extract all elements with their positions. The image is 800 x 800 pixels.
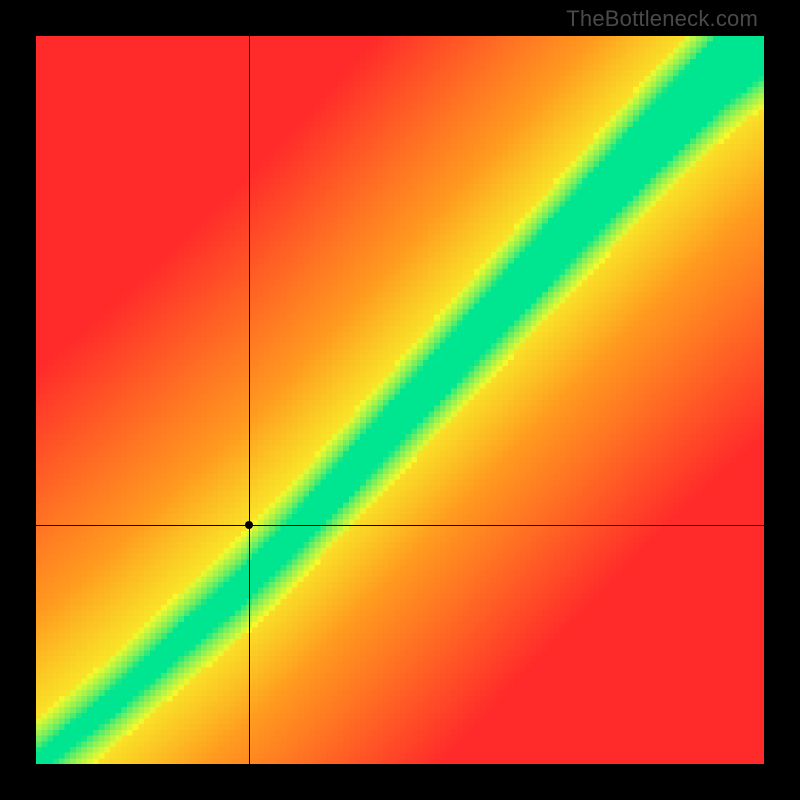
crosshair-horizontal: [36, 525, 764, 526]
heatmap-plot: [36, 36, 764, 764]
crosshair-vertical: [249, 36, 250, 764]
watermark-text: TheBottleneck.com: [566, 6, 758, 32]
heatmap-canvas: [36, 36, 764, 764]
crosshair-marker: [245, 521, 253, 529]
